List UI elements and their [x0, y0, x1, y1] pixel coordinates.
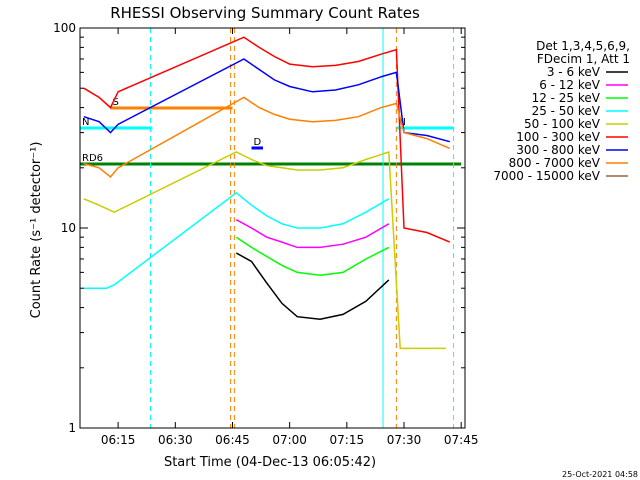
legend-entry-label: 800 - 7000 keV	[509, 156, 601, 170]
x-tick-label: 07:30	[387, 433, 422, 447]
series-line	[235, 236, 390, 277]
chart-title: RHESSI Observing Summary Count Rates	[110, 4, 420, 22]
series-line	[83, 191, 390, 289]
x-tick-label: 07:45	[444, 433, 479, 447]
flag-label: S	[112, 97, 118, 108]
legend-entry-label: 7000 - 15000 keV	[493, 169, 600, 183]
y-axis-label: Count Rate (s⁻¹ detector⁻¹)	[29, 142, 44, 319]
legend-entry-label: 3 - 6 keV	[547, 65, 601, 79]
legend-entry-label: 6 - 12 keV	[539, 78, 601, 92]
legend-entry-label: 100 - 300 keV	[516, 130, 600, 144]
x-tick-label: 07:00	[272, 433, 307, 447]
flag-label: D	[254, 137, 262, 148]
series-line	[83, 96, 451, 178]
footer-timestamp: 25-Oct-2021 04:58	[562, 470, 638, 479]
legend-header: Det 1,3,4,5,6,9,	[536, 39, 630, 53]
legend-entry-label: 300 - 800 keV	[516, 143, 600, 157]
legend-entry-label: 50 - 100 keV	[524, 117, 601, 131]
series-line	[83, 150, 446, 350]
x-tick-label: 06:45	[215, 433, 250, 447]
legend-entry-label: 12 - 25 keV	[532, 91, 601, 105]
x-axis-label: Start Time (04-Dec-13 06:05:42)	[164, 455, 376, 470]
y-tick-label: 10	[61, 221, 76, 235]
series-line	[83, 36, 451, 243]
series-line	[235, 219, 390, 249]
legend: Det 1,3,4,5,6,9,FDecim 1, Att 13 - 6 keV…	[493, 39, 630, 183]
y-tick-label: 1	[68, 421, 76, 435]
x-tick-label: 06:15	[101, 433, 136, 447]
series-line	[235, 252, 390, 320]
legend-header: FDecim 1, Att 1	[537, 52, 630, 66]
flag-label: RD6	[82, 153, 103, 164]
flag-label: N	[82, 117, 89, 128]
y-tick-label: 100	[53, 21, 76, 35]
x-tick-label: 07:15	[330, 433, 365, 447]
x-tick-label: 06:30	[158, 433, 193, 447]
legend-entry-label: 25 - 50 keV	[532, 104, 601, 118]
series-line	[83, 58, 450, 143]
